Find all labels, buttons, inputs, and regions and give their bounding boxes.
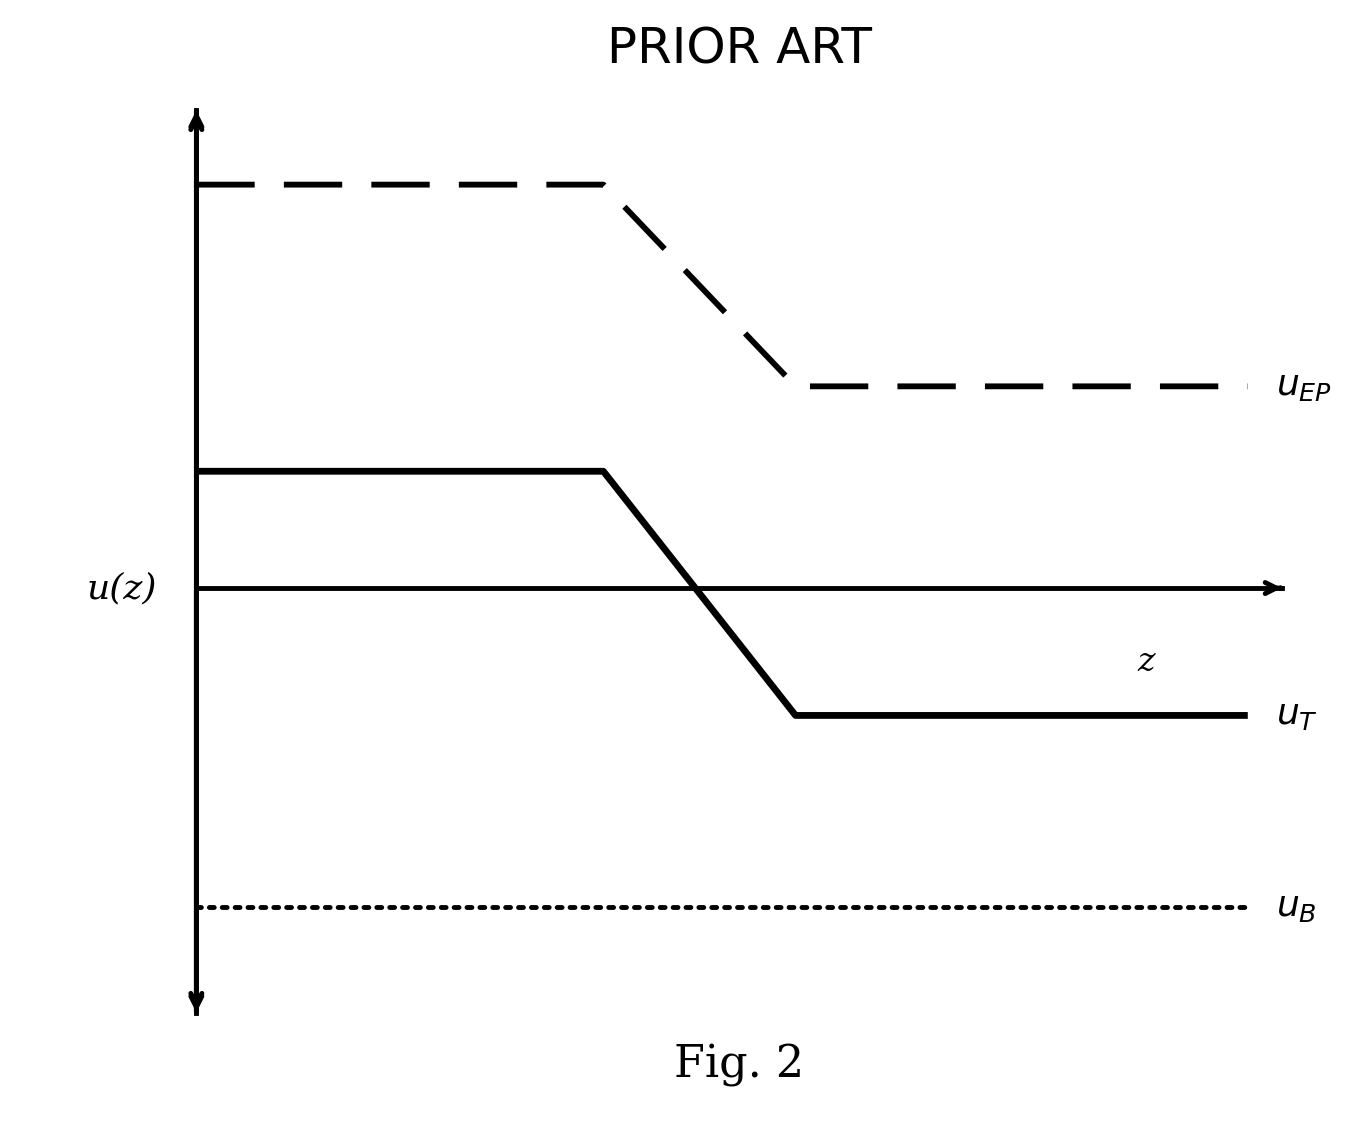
Text: z: z <box>1137 647 1155 678</box>
Text: $u_B$: $u_B$ <box>1276 889 1317 923</box>
Text: $u_T$: $u_T$ <box>1276 699 1319 732</box>
Text: PRIOR ART: PRIOR ART <box>606 26 871 73</box>
Text: Fig. 2: Fig. 2 <box>674 1043 804 1087</box>
Text: $u_{EP}$: $u_{EP}$ <box>1276 369 1332 403</box>
Text: u(z): u(z) <box>86 570 157 605</box>
